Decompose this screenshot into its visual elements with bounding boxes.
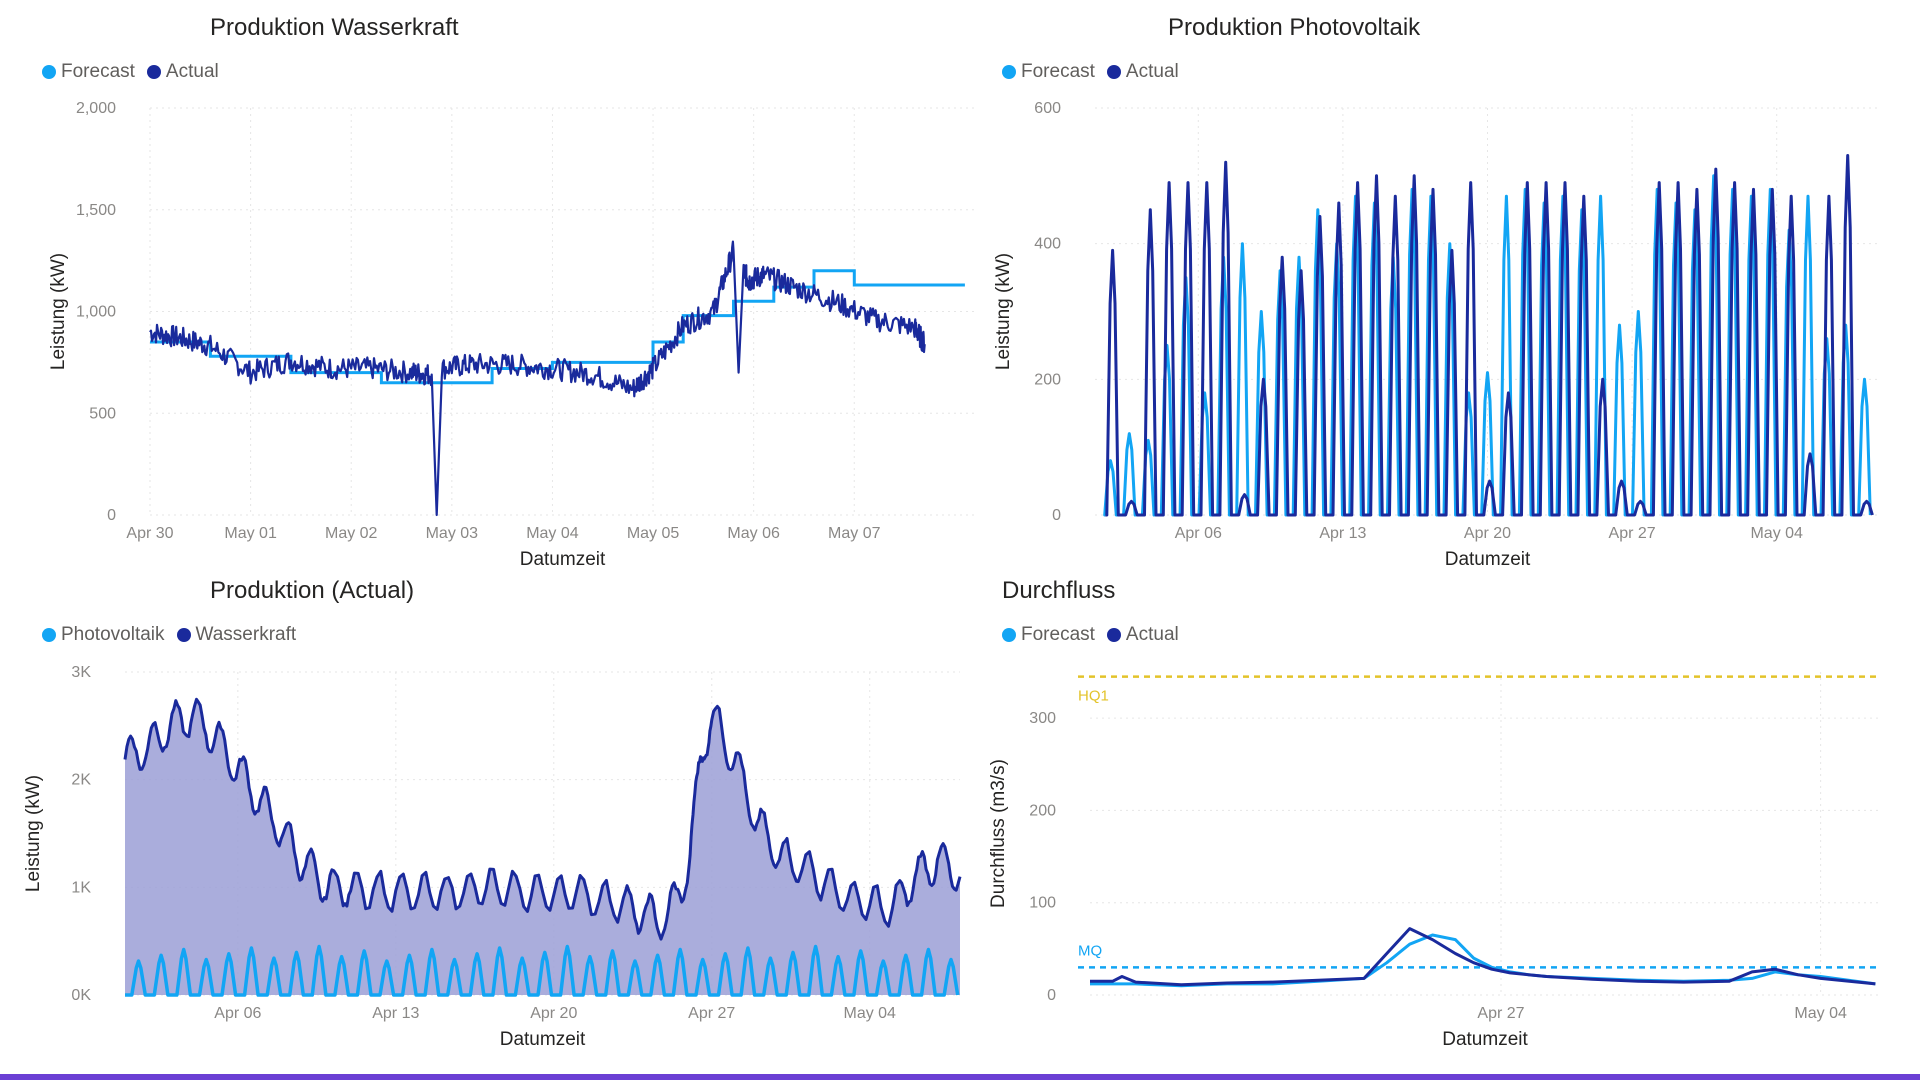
y-tick-label: 1,000: [76, 304, 116, 321]
chart-title: Produktion Photovoltaik: [1168, 14, 1421, 41]
legend-dot-forecast: [42, 65, 56, 79]
series-line-forecast: [1090, 933, 1876, 988]
series-line-actual: [149, 240, 926, 517]
x-tick-label: May 05: [627, 525, 680, 542]
x-tick-label: Apr 27: [688, 1005, 735, 1022]
legend-item-photovoltaik[interactable]: Photovoltaik: [42, 624, 165, 646]
chart-legend: Photovoltaik Wasserkraft: [42, 624, 296, 646]
y-tick-label: 0K: [71, 987, 91, 1004]
x-axis-title: Datumzeit: [500, 1029, 586, 1050]
y-tick-label: 1,500: [76, 202, 116, 219]
x-axis-title: Datumzeit: [1442, 1029, 1528, 1050]
legend-label: Forecast: [61, 61, 135, 82]
chart-title: Produktion (Actual): [210, 577, 415, 604]
chart-legend: Forecast Actual: [42, 61, 219, 83]
y-tick-label: 1K: [71, 879, 91, 896]
x-tick-label: Apr 06: [214, 1005, 261, 1022]
x-tick-label: May 04: [1794, 1005, 1847, 1022]
legend-item-forecast[interactable]: Forecast: [1002, 61, 1095, 83]
legend-item-wasserkraft[interactable]: Wasserkraft: [176, 624, 297, 646]
legend-dot-wasserkraft: [176, 628, 191, 642]
y-tick-label: 0: [1047, 987, 1056, 1004]
y-axis-title: Leistung (kW): [993, 253, 1014, 370]
legend-label: Wasserkraft: [195, 624, 297, 645]
y-tick-label: 200: [1029, 802, 1056, 819]
legend-item-forecast[interactable]: Forecast: [42, 61, 135, 83]
legend-dot-actual: [1106, 65, 1121, 79]
legend-label: Actual: [165, 61, 219, 82]
y-axis-title: Leistung (kW): [23, 775, 44, 892]
y-tick-label: 100: [1029, 895, 1056, 912]
legend-dot-actual: [146, 65, 161, 79]
series-line-actual: [1090, 927, 1876, 987]
x-axis-title: Datumzeit: [1445, 549, 1531, 570]
x-tick-label: Apr 20: [1464, 525, 1511, 542]
x-tick-label: May 04: [843, 1005, 896, 1022]
chart-title: Produktion Wasserkraft: [210, 14, 459, 41]
x-axis-title: Datumzeit: [520, 549, 606, 570]
legend-item-forecast[interactable]: Forecast: [1002, 624, 1095, 646]
x-tick-label: May 04: [1750, 525, 1803, 542]
y-tick-label: 400: [1034, 236, 1061, 253]
x-tick-label: Apr 13: [372, 1005, 419, 1022]
series-area-wasserkraft: [125, 699, 960, 995]
chart-title: Durchfluss: [1002, 577, 1116, 604]
legend-item-actual[interactable]: Actual: [1106, 624, 1179, 646]
y-tick-label: 2K: [71, 772, 91, 789]
y-tick-label: 600: [1034, 100, 1061, 117]
y-tick-label: 200: [1034, 371, 1061, 388]
chart-legend: Forecast Actual: [1002, 624, 1179, 646]
y-tick-label: 3K: [71, 664, 91, 681]
x-tick-label: Apr 27: [1609, 525, 1656, 542]
legend-label: Forecast: [1021, 624, 1095, 645]
legend-label: Actual: [1125, 61, 1179, 82]
x-tick-label: Apr 27: [1477, 1005, 1524, 1022]
reference-label-mq: MQ: [1078, 942, 1102, 959]
y-axis-title: Durchfluss (m3/s): [988, 759, 1009, 908]
x-tick-label: May 04: [526, 525, 579, 542]
bottom-accent-bar: [0, 1074, 1920, 1080]
legend-label: Forecast: [1021, 61, 1095, 82]
x-tick-label: May 03: [426, 525, 479, 542]
y-tick-label: 2,000: [76, 100, 116, 117]
y-axis-title: Leistung (kW): [48, 253, 69, 370]
x-tick-label: Apr 30: [126, 525, 173, 542]
series-line-wasserkraft: [123, 697, 962, 941]
x-tick-label: May 02: [325, 525, 378, 542]
series-line-photovoltaik: [125, 944, 960, 997]
legend-dot-forecast: [1002, 628, 1016, 642]
legend-dot-actual: [1106, 628, 1121, 642]
legend-dot-forecast: [1002, 65, 1016, 79]
reference-label-hq1: HQ1: [1078, 688, 1109, 705]
legend-label: Actual: [1125, 624, 1179, 645]
chart-legend: Forecast Actual: [1002, 61, 1179, 83]
x-tick-label: May 06: [727, 525, 780, 542]
y-tick-label: 500: [89, 405, 116, 422]
x-tick-label: Apr 20: [530, 1005, 577, 1022]
y-tick-label: 0: [107, 507, 116, 524]
legend-dot-photovoltaik: [42, 628, 56, 642]
legend-label: Photovoltaik: [61, 624, 165, 645]
x-tick-label: May 07: [828, 525, 881, 542]
x-tick-label: Apr 06: [1175, 525, 1222, 542]
x-tick-label: Apr 13: [1319, 525, 1366, 542]
legend-item-actual[interactable]: Actual: [1106, 61, 1179, 83]
y-tick-label: 300: [1029, 710, 1056, 727]
series-line-actual: [1105, 154, 1874, 517]
x-tick-label: May 01: [224, 525, 277, 542]
y-tick-label: 0: [1052, 507, 1061, 524]
legend-item-actual[interactable]: Actual: [146, 61, 219, 83]
